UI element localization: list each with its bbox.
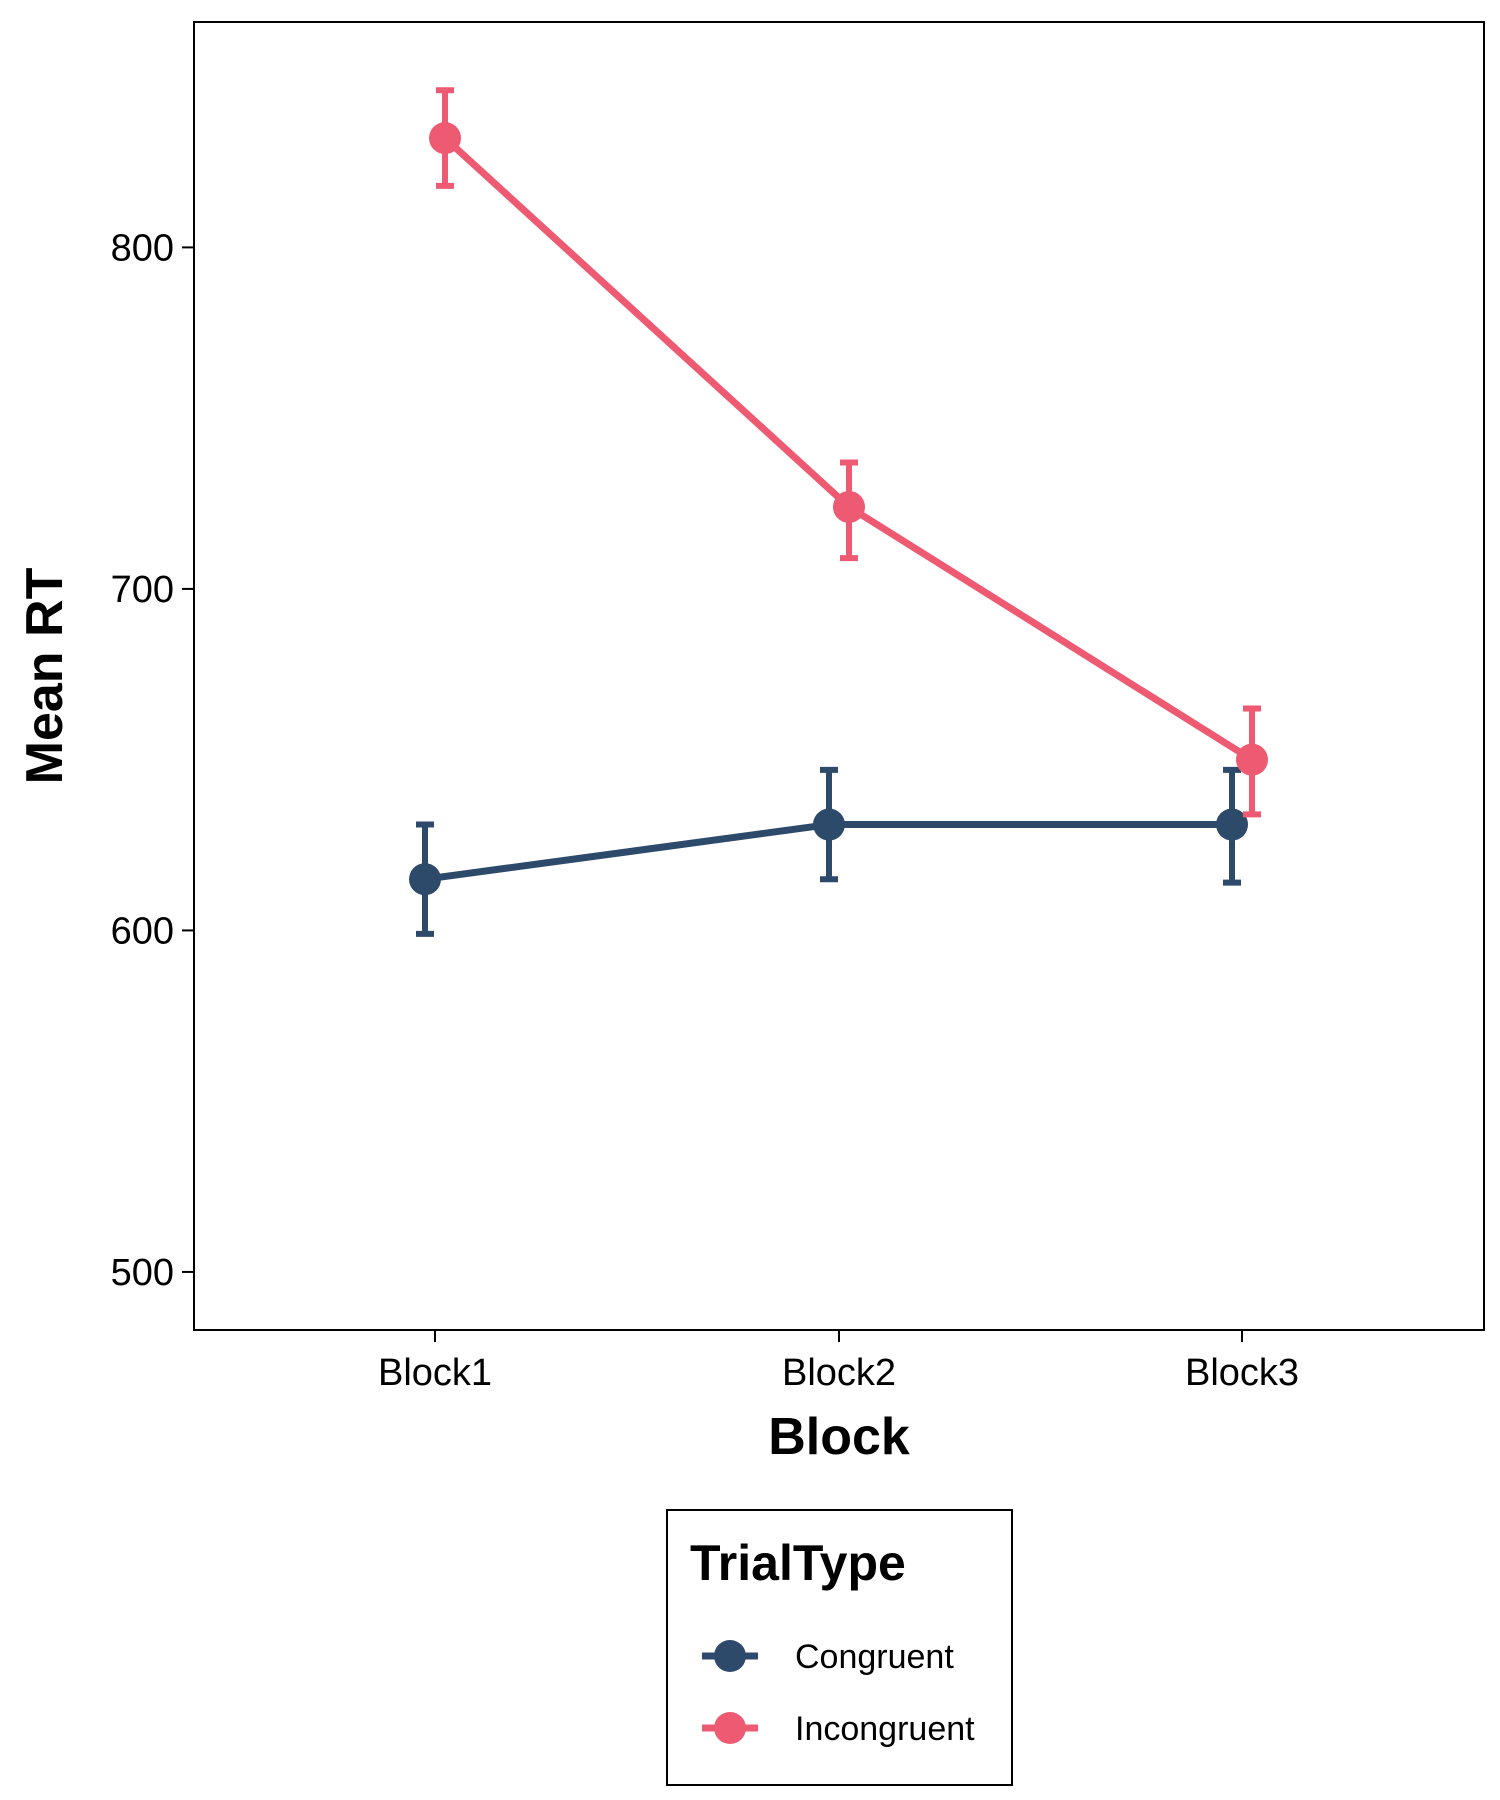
point-congruent-3: [1216, 808, 1248, 841]
legend-items: Congruent Incongruent: [702, 1638, 975, 1748]
x-tick-label-Block1: Block1: [378, 1352, 492, 1394]
legend-item-incongruent: Incongruent: [702, 1710, 975, 1748]
legend-label: Congruent: [795, 1638, 954, 1676]
x-axis: Block1 Block2 Block3: [378, 1330, 1299, 1394]
point-congruent-2: [813, 808, 845, 841]
series-layer: [409, 87, 1268, 937]
y-axis-title: Mean RT: [16, 567, 74, 784]
y-tick-label-800: 800: [111, 227, 174, 269]
series-congruent: [409, 766, 1248, 937]
x-tick-label-Block2: Block2: [782, 1352, 896, 1394]
point-incongruent-1: [429, 122, 461, 155]
legend-title: TrialType: [690, 1535, 906, 1591]
y-axis: 500 600 700 800: [111, 227, 194, 1294]
point-congruent-1: [409, 863, 441, 896]
y-tick-label-600: 600: [111, 910, 174, 952]
point-incongruent-2: [833, 490, 865, 523]
y-tick-label-700: 700: [111, 569, 174, 611]
legend: TrialType Congruent Incongruent: [666, 1509, 1013, 1786]
legend-key-point: [714, 1640, 746, 1672]
x-axis-title: Block: [768, 1408, 910, 1466]
point-incongruent-3: [1236, 743, 1268, 776]
legend-key-point: [714, 1712, 746, 1744]
legend-label: Incongruent: [795, 1710, 975, 1748]
legend-item-congruent: Congruent: [702, 1638, 954, 1676]
plot-panel: [193, 21, 1485, 1331]
series-incongruent: [429, 87, 1268, 818]
y-tick-label-500: 500: [111, 1252, 174, 1294]
x-tick-label-Block3: Block3: [1185, 1352, 1299, 1394]
